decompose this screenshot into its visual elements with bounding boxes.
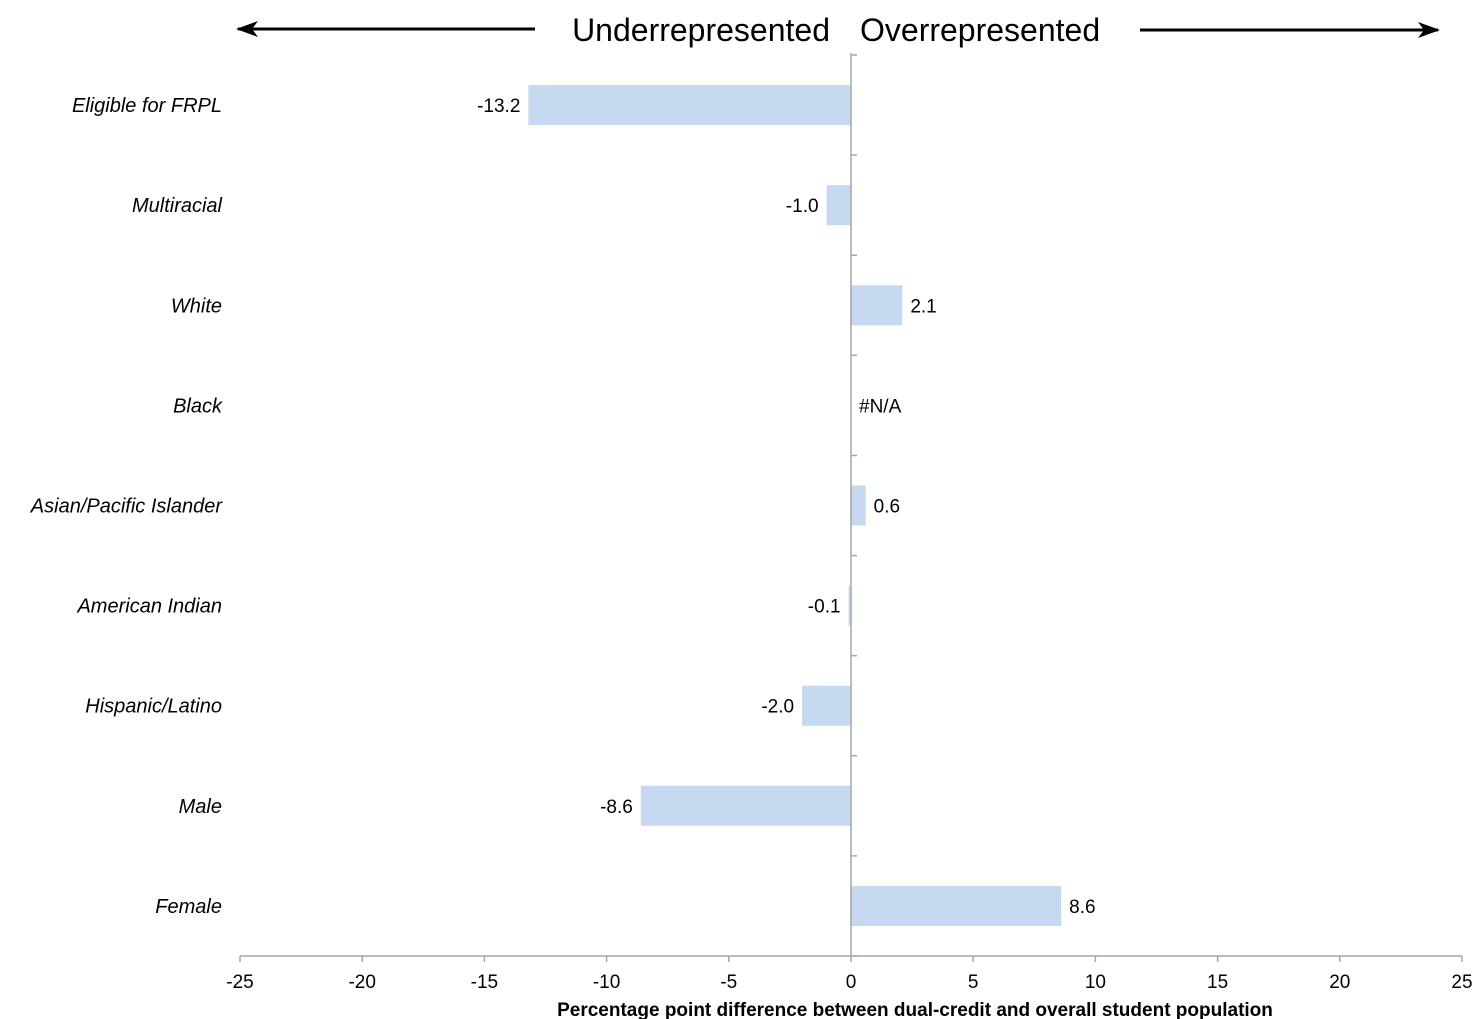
data-label-white: 2.1 <box>910 296 936 317</box>
bar-male <box>640 785 851 826</box>
data-label-asian-pacific-islander: 0.6 <box>874 497 900 518</box>
x-tick-label: -5 <box>720 972 737 993</box>
x-tick-label: 0 <box>846 972 857 993</box>
bars-group <box>528 85 1062 926</box>
bar-female <box>851 885 1062 926</box>
x-tick-label: 10 <box>1085 972 1106 993</box>
x-tick-label: 5 <box>968 972 979 993</box>
bar-american-indian <box>848 585 851 626</box>
x-tick-label: 25 <box>1451 972 1472 993</box>
underrepresented-heading: Underrepresented <box>572 12 830 48</box>
x-tick-label: -25 <box>226 972 253 993</box>
data-label-multiracial: -1.0 <box>786 196 819 217</box>
bar-white <box>851 285 903 326</box>
category-label-american-indian: American Indian <box>76 596 222 618</box>
x-tick-label: -20 <box>348 972 375 993</box>
x-tick-label: 20 <box>1329 972 1350 993</box>
data-label-eligible-for-frpl: -13.2 <box>477 96 520 117</box>
x-axis-title: Percentage point difference between dual… <box>557 1000 1273 1019</box>
overrepresented-heading: Overrepresented <box>860 12 1100 48</box>
data-label-female: 8.6 <box>1069 897 1095 918</box>
category-label-female: Female <box>155 896 222 918</box>
data-label-male: -8.6 <box>600 797 633 818</box>
category-label-hispanic-latino: Hispanic/Latino <box>85 696 222 718</box>
data-labels-group: -13.2 -1.0 2.1 #N/A 0.6 -0.1 -2.0 -8.6 8.6 <box>477 96 1096 918</box>
category-label-white: White <box>171 295 222 317</box>
bar-eligible-for-frpl <box>528 85 851 126</box>
bar-multiracial <box>826 185 851 226</box>
bar-asian-pacific-islander <box>851 485 866 526</box>
bar-hispanic-latino <box>802 685 851 726</box>
category-label-black: Black <box>173 395 223 417</box>
data-label-black: #N/A <box>859 396 902 417</box>
category-label-eligible-for-frpl: Eligible for FRPL <box>72 95 222 117</box>
data-label-american-indian: -0.1 <box>808 597 841 618</box>
x-tick-label: 15 <box>1207 972 1228 993</box>
tick-labels-group: -25 -20 -15 -10 -5 0 5 10 15 20 25 <box>226 972 1472 993</box>
category-label-asian-pacific-islander: Asian/Pacific Islander <box>30 496 224 518</box>
x-tick-label: -15 <box>471 972 498 993</box>
category-label-male: Male <box>179 796 222 818</box>
data-label-hispanic-latino: -2.0 <box>761 697 794 718</box>
category-labels-group: Eligible for FRPL Multiracial White Black As… <box>30 95 224 918</box>
category-label-multiracial: Multiracial <box>132 195 223 217</box>
x-tick-label: -10 <box>593 972 620 993</box>
axes-group <box>239 53 1463 962</box>
